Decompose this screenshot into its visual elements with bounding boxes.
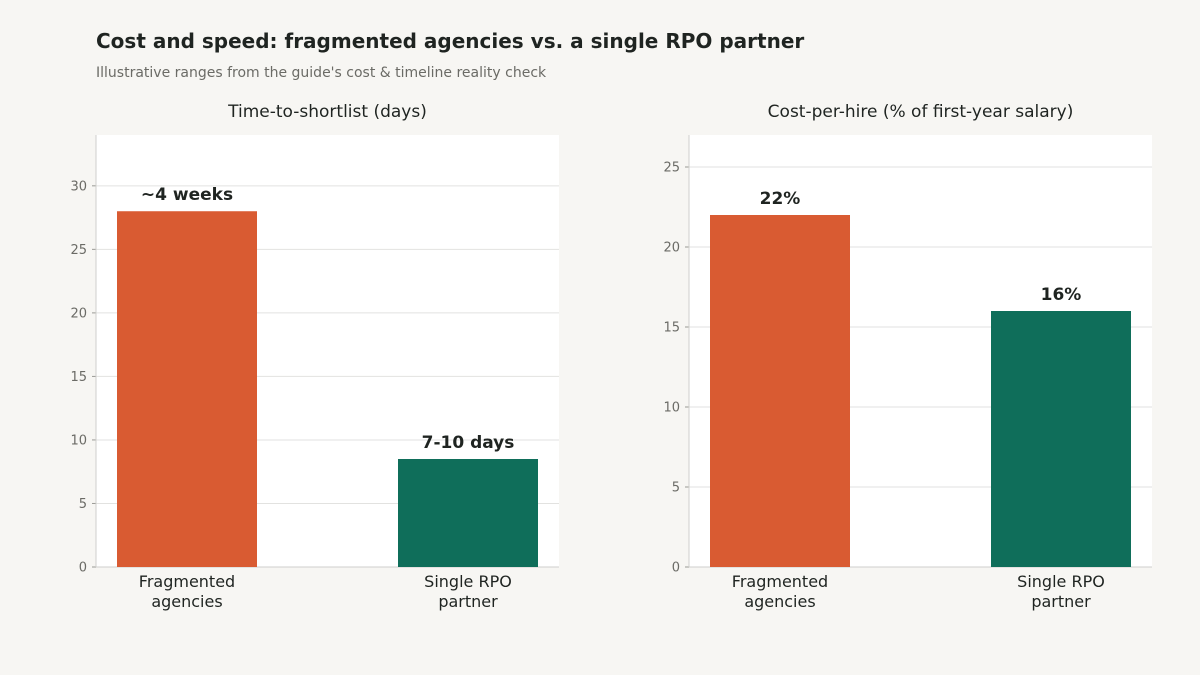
x-category-label: Single RPO xyxy=(424,572,512,591)
bar-1 xyxy=(991,311,1131,567)
y-tick-label: 25 xyxy=(663,161,680,176)
y-tick-label: 20 xyxy=(70,306,87,321)
x-category-label: agencies xyxy=(151,592,222,611)
bar-0 xyxy=(710,215,850,567)
data-label: 16% xyxy=(1041,285,1082,305)
x-category-label: agencies xyxy=(744,592,815,611)
panel-title-time-to-shortlist: Time-to-shortlist (days) xyxy=(228,102,427,122)
y-tick-label: 5 xyxy=(79,497,87,512)
bar-0 xyxy=(117,211,257,567)
chart-title: Cost and speed: fragmented agencies vs. … xyxy=(96,29,805,53)
y-tick-label: 0 xyxy=(672,561,680,576)
y-tick-label: 0 xyxy=(79,561,87,576)
bar-1 xyxy=(398,459,538,567)
y-tick-label: 15 xyxy=(663,321,680,336)
x-category-label: partner xyxy=(438,592,498,611)
y-tick-label: 15 xyxy=(70,370,87,385)
y-tick-label: 25 xyxy=(70,243,87,258)
x-category-label: partner xyxy=(1031,592,1091,611)
y-tick-label: 20 xyxy=(663,241,680,256)
data-label: 22% xyxy=(760,189,801,209)
x-category-label: Single RPO xyxy=(1017,572,1105,591)
x-category-label: Fragmented xyxy=(139,572,235,591)
y-tick-label: 30 xyxy=(70,179,87,194)
y-tick-label: 10 xyxy=(663,401,680,416)
data-label: ~4 weeks xyxy=(141,185,233,205)
data-label: 7-10 days xyxy=(422,433,515,453)
chart-subtitle: Illustrative ranges from the guide's cos… xyxy=(96,65,547,81)
y-tick-label: 10 xyxy=(70,433,87,448)
panel-title-cost-per-hire: Cost-per-hire (% of first-year salary) xyxy=(767,102,1074,122)
y-tick-label: 5 xyxy=(672,481,680,496)
x-category-label: Fragmented xyxy=(732,572,828,591)
